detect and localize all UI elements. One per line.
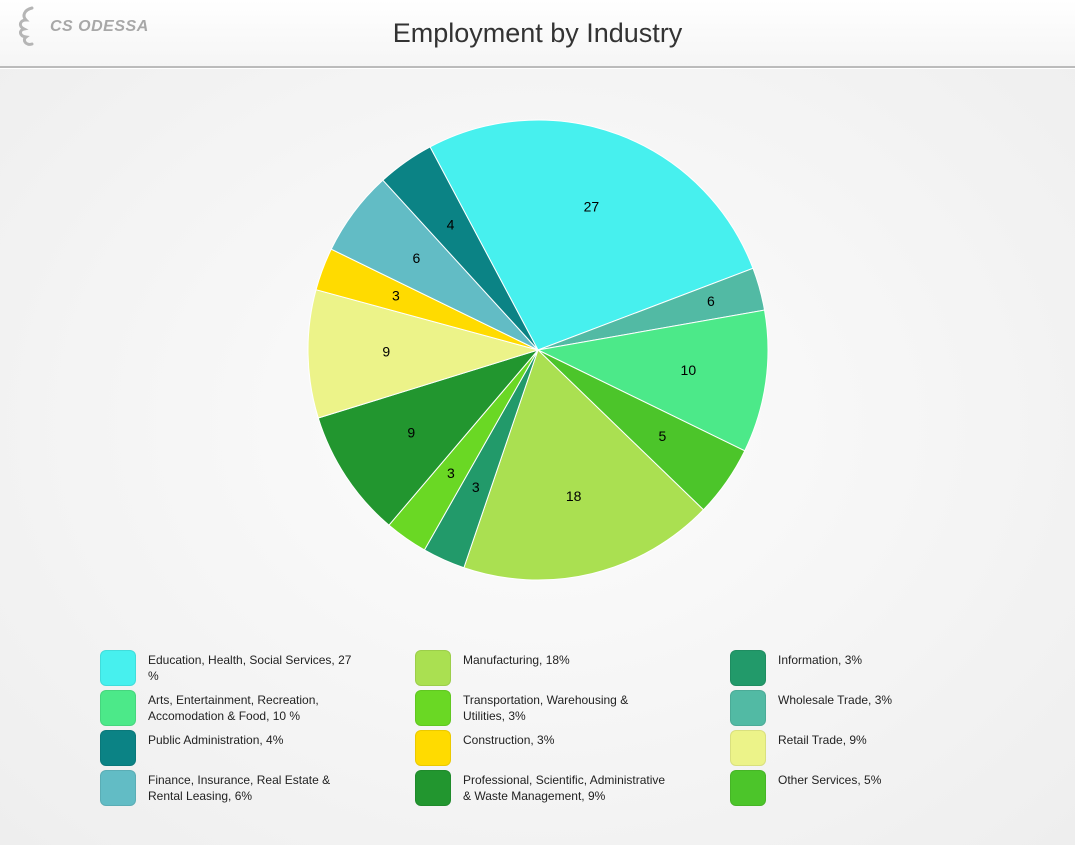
logo: CS ODESSA <box>14 6 149 48</box>
legend-item: Information, 3% <box>730 650 1035 686</box>
legend-item: Other Services, 5% <box>730 770 1035 806</box>
legend-column: Education, Health, Social Services, 27 %… <box>100 650 405 810</box>
legend-swatch <box>730 770 766 806</box>
legend-swatch <box>415 770 451 806</box>
legend-item: Public Administration, 4% <box>100 730 405 766</box>
legend-item: Transportation, Warehousing & Utilities,… <box>415 690 720 726</box>
legend-item: Finance, Insurance, Real Estate & Rental… <box>100 770 405 806</box>
header: CS ODESSA Employment by Industry <box>0 0 1075 68</box>
legend: Education, Health, Social Services, 27 %… <box>100 650 1035 810</box>
legend-item: Education, Health, Social Services, 27 % <box>100 650 405 686</box>
slice-value-label: 9 <box>407 424 415 440</box>
legend-label: Professional, Scientific, Administrative… <box>463 770 673 804</box>
slice-value-label: 18 <box>565 488 581 504</box>
slice-value-label: 10 <box>680 362 696 378</box>
legend-label: Arts, Entertainment, Recreation, Accomod… <box>148 690 358 724</box>
legend-column: Manufacturing, 18% Transportation, Wareho… <box>415 650 720 810</box>
legend-swatch <box>100 650 136 686</box>
slice-value-label: 3 <box>447 465 455 481</box>
legend-item: Arts, Entertainment, Recreation, Accomod… <box>100 690 405 726</box>
legend-label: Transportation, Warehousing & Utilities,… <box>463 690 673 724</box>
logo-swirl-icon <box>14 6 44 48</box>
page-title: Employment by Industry <box>0 0 1075 49</box>
slice-value-label: 3 <box>392 287 400 303</box>
legend-swatch <box>415 650 451 686</box>
legend-swatch <box>415 730 451 766</box>
legend-swatch <box>730 690 766 726</box>
pie-chart-svg: 271051833993646 <box>278 90 798 610</box>
legend-swatch <box>100 770 136 806</box>
legend-label: Public Administration, 4% <box>148 730 283 748</box>
legend-item: Wholesale Trade, 3% <box>730 690 1035 726</box>
slice-value-label: 4 <box>446 217 454 233</box>
legend-label: Retail Trade, 9% <box>778 730 867 748</box>
legend-swatch <box>100 730 136 766</box>
slice-value-label: 5 <box>658 428 666 444</box>
legend-label: Manufacturing, 18% <box>463 650 570 668</box>
slice-value-label: 6 <box>412 250 420 266</box>
legend-label: Other Services, 5% <box>778 770 881 788</box>
legend-swatch <box>730 650 766 686</box>
legend-label: Information, 3% <box>778 650 862 668</box>
slice-value-label: 9 <box>382 343 390 359</box>
legend-swatch <box>730 730 766 766</box>
legend-label: Education, Health, Social Services, 27 % <box>148 650 358 684</box>
legend-label: Wholesale Trade, 3% <box>778 690 892 708</box>
slice-value-label: 3 <box>471 479 479 495</box>
legend-swatch <box>415 690 451 726</box>
slice-value-label: 27 <box>583 199 599 215</box>
legend-item: Professional, Scientific, Administrative… <box>415 770 720 806</box>
legend-swatch <box>100 690 136 726</box>
legend-label: Finance, Insurance, Real Estate & Rental… <box>148 770 358 804</box>
logo-text: CS ODESSA <box>50 18 149 36</box>
legend-column: Information, 3% Wholesale Trade, 3% Retail… <box>730 650 1035 810</box>
pie-chart: 271051833993646 <box>0 90 1075 615</box>
legend-item: Retail Trade, 9% <box>730 730 1035 766</box>
legend-label: Construction, 3% <box>463 730 554 748</box>
legend-item: Construction, 3% <box>415 730 720 766</box>
legend-item: Manufacturing, 18% <box>415 650 720 686</box>
slice-value-label: 6 <box>707 293 715 309</box>
